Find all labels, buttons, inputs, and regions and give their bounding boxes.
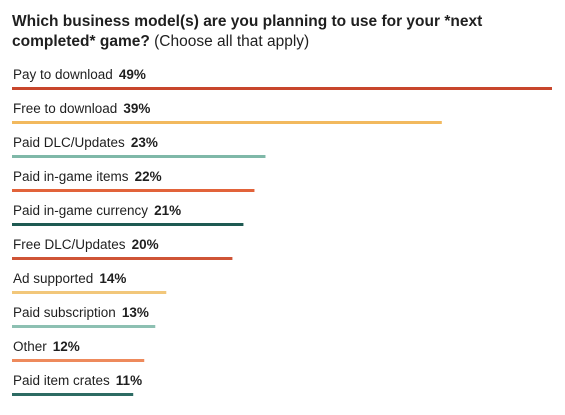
bar-row: Paid DLC/Updates 23% <box>12 135 266 158</box>
chart-title-text: Which business model(s) are you planning… <box>12 13 483 50</box>
bar-row: Free to download 39% <box>12 101 442 124</box>
chart-title: Which business model(s) are you planning… <box>12 12 557 52</box>
chart-subtitle: (Choose all that apply) <box>154 33 310 50</box>
bar-row: Other 12% <box>12 339 145 362</box>
bar-row: Ad supported 14% <box>12 271 167 294</box>
category-label: Paid in-game currency <box>13 203 148 218</box>
category-label: Other <box>13 339 47 354</box>
category-label: Free to download <box>13 101 117 116</box>
bar <box>12 189 255 192</box>
bar-row: Free DLC/Updates 20% <box>12 237 233 260</box>
bar <box>12 121 442 124</box>
value-label: 14% <box>99 271 126 286</box>
bar <box>12 325 156 328</box>
value-label: 49% <box>119 67 146 82</box>
value-label: 21% <box>154 203 181 218</box>
category-label: Paid subscription <box>13 305 116 320</box>
value-label: 39% <box>123 101 150 116</box>
category-label: Ad supported <box>13 271 93 286</box>
value-label: 12% <box>53 339 80 354</box>
bar <box>12 155 266 158</box>
bar <box>12 393 134 396</box>
category-label: Paid DLC/Updates <box>13 135 125 150</box>
value-label: 23% <box>131 135 158 150</box>
bar <box>12 223 244 226</box>
value-label: 20% <box>132 237 159 252</box>
category-label: Free DLC/Updates <box>13 237 126 252</box>
bar <box>12 291 167 294</box>
bar <box>12 359 145 362</box>
bar <box>12 257 233 260</box>
value-label: 22% <box>135 169 162 184</box>
category-label: Paid item crates <box>13 373 110 388</box>
value-label: 13% <box>122 305 149 320</box>
bar-row: Paid item crates 11% <box>12 373 142 396</box>
bar-row: Paid subscription 13% <box>12 305 156 328</box>
bar <box>12 87 552 90</box>
bar-row: Paid in-game currency 21% <box>12 203 244 226</box>
value-label: 11% <box>116 373 142 388</box>
bar-row: Pay to download 49% <box>12 67 552 90</box>
category-label: Paid in-game items <box>13 169 129 184</box>
category-label: Pay to download <box>13 67 113 82</box>
bar-row: Paid in-game items 22% <box>12 169 255 192</box>
